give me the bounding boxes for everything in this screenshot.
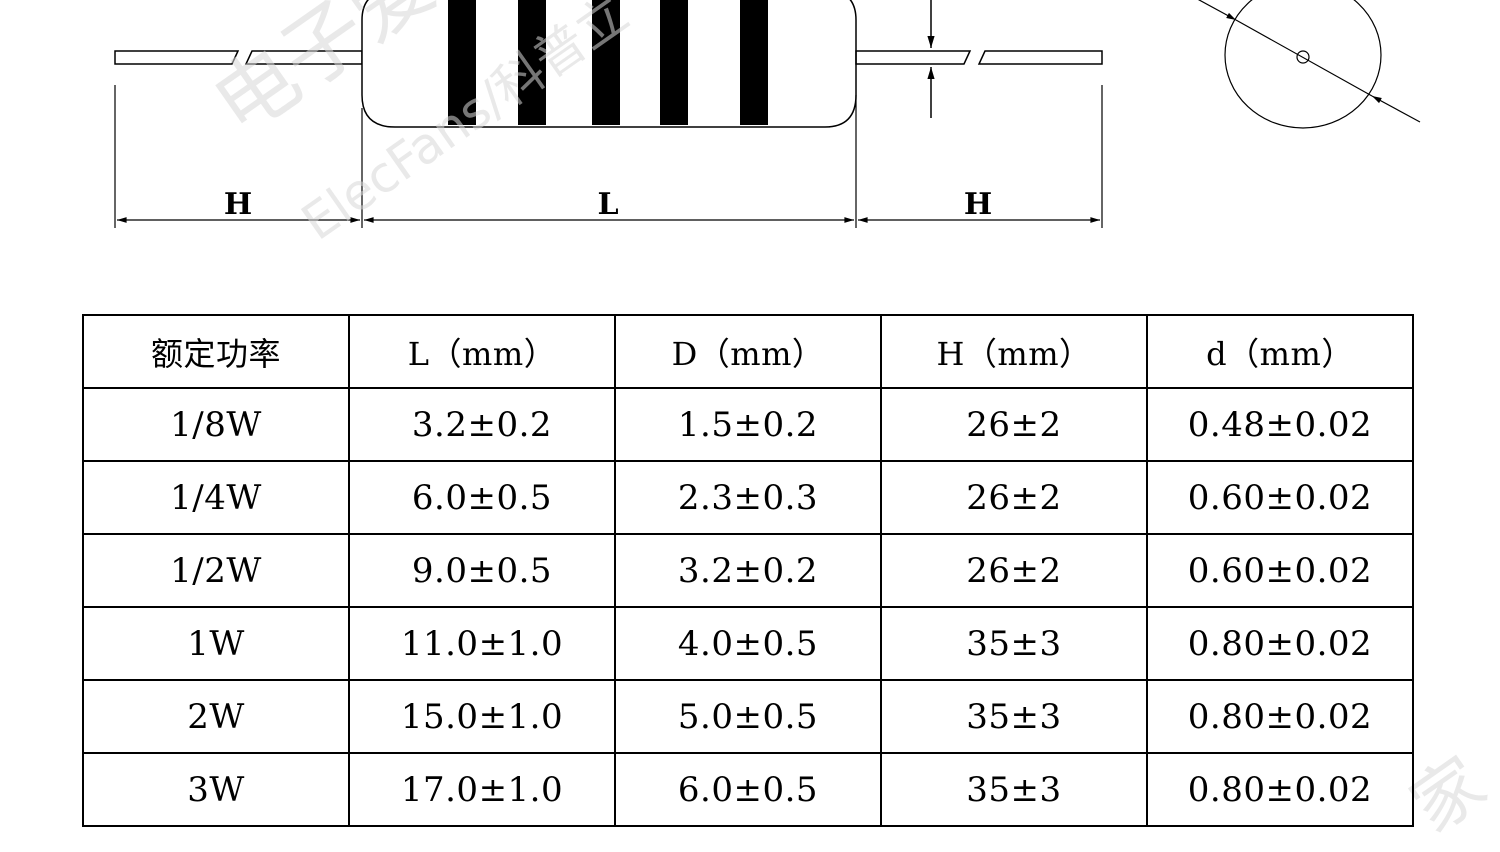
- table-cell: 35±3: [880, 679, 1148, 754]
- table-cell: 35±3: [880, 606, 1148, 681]
- resistor-dimension-diagram: H L H: [114, 0, 1421, 228]
- table-cell: 4.0±0.5: [614, 606, 882, 681]
- header-rated-power: 额定功率: [82, 314, 350, 389]
- table-cell: 1/4W: [82, 460, 350, 535]
- header-diameter: D（mm）: [614, 314, 882, 389]
- header-length: L（mm）: [348, 314, 616, 389]
- table-cell: 2.3±0.3: [614, 460, 882, 535]
- table-cell: 26±2: [880, 533, 1148, 608]
- left-lead-wire: [114, 50, 363, 65]
- color-band-2: [518, 0, 546, 125]
- end-view-circle: [1224, 0, 1382, 129]
- label-h-right: H: [964, 187, 992, 222]
- extension-lines: [114, 85, 1103, 228]
- table-cell: 17.0±1.0: [348, 752, 616, 827]
- table-cell: 0.80±0.02: [1146, 606, 1414, 681]
- header-lead-diameter: d（mm）: [1146, 314, 1414, 389]
- table-cell: 9.0±0.5: [348, 533, 616, 608]
- table-cell: 0.48±0.02: [1146, 387, 1414, 462]
- table-cell: 11.0±1.0: [348, 606, 616, 681]
- table-cell: 0.80±0.02: [1146, 752, 1414, 827]
- table-cell: 1/2W: [82, 533, 350, 608]
- table-cell: 3W: [82, 752, 350, 827]
- table-cell: 5.0±0.5: [614, 679, 882, 754]
- table-row: 1/2W 9.0±0.5 3.2±0.2 26±2 0.60±0.02: [82, 533, 1414, 608]
- label-l: L: [597, 187, 618, 222]
- table-row: 1/8W 3.2±0.2 1.5±0.2 26±2 0.48±0.02: [82, 387, 1414, 462]
- table-cell: 0.80±0.02: [1146, 679, 1414, 754]
- end-view: [1197, 0, 1421, 129]
- table-row: 1/4W 6.0±0.5 2.3±0.3 26±2 0.60±0.02: [82, 460, 1414, 535]
- table-cell: 0.60±0.02: [1146, 533, 1414, 608]
- table-cell: 6.0±0.5: [348, 460, 616, 535]
- color-band-5: [740, 0, 768, 125]
- table-cell: 15.0±1.0: [348, 679, 616, 754]
- color-bands: [448, 0, 768, 125]
- color-band-1: [448, 0, 476, 125]
- table-cell: 35±3: [880, 752, 1148, 827]
- end-view-center: [1296, 50, 1310, 64]
- right-lead-wire: [855, 50, 1103, 65]
- table-row: 2W 15.0±1.0 5.0±0.5 35±3 0.80±0.02: [82, 679, 1414, 754]
- table-cell: 1.5±0.2: [614, 387, 882, 462]
- table-cell: 3.2±0.2: [614, 533, 882, 608]
- table-cell: 26±2: [880, 387, 1148, 462]
- table-cell: 3.2±0.2: [348, 387, 616, 462]
- resistor-spec-table: 额定功率 L（mm） D（mm） H（mm） d（mm） 1/8W 3.2±0.…: [82, 314, 1414, 827]
- header-lead-length: H（mm）: [880, 314, 1148, 389]
- table-cell: 6.0±0.5: [614, 752, 882, 827]
- label-h-left: H: [224, 187, 252, 222]
- table-cell: 0.60±0.02: [1146, 460, 1414, 535]
- table-cell: 1W: [82, 606, 350, 681]
- table-header-row: 额定功率 L（mm） D（mm） H（mm） d（mm）: [82, 314, 1414, 389]
- table-cell: 2W: [82, 679, 350, 754]
- color-band-3: [592, 0, 620, 125]
- color-band-4: [660, 0, 688, 125]
- table-cell: 26±2: [880, 460, 1148, 535]
- table-row: 1W 11.0±1.0 4.0±0.5 35±3 0.80±0.02: [82, 606, 1414, 681]
- table-cell: 1/8W: [82, 387, 350, 462]
- table-row: 3W 17.0±1.0 6.0±0.5 35±3 0.80±0.02: [82, 752, 1414, 827]
